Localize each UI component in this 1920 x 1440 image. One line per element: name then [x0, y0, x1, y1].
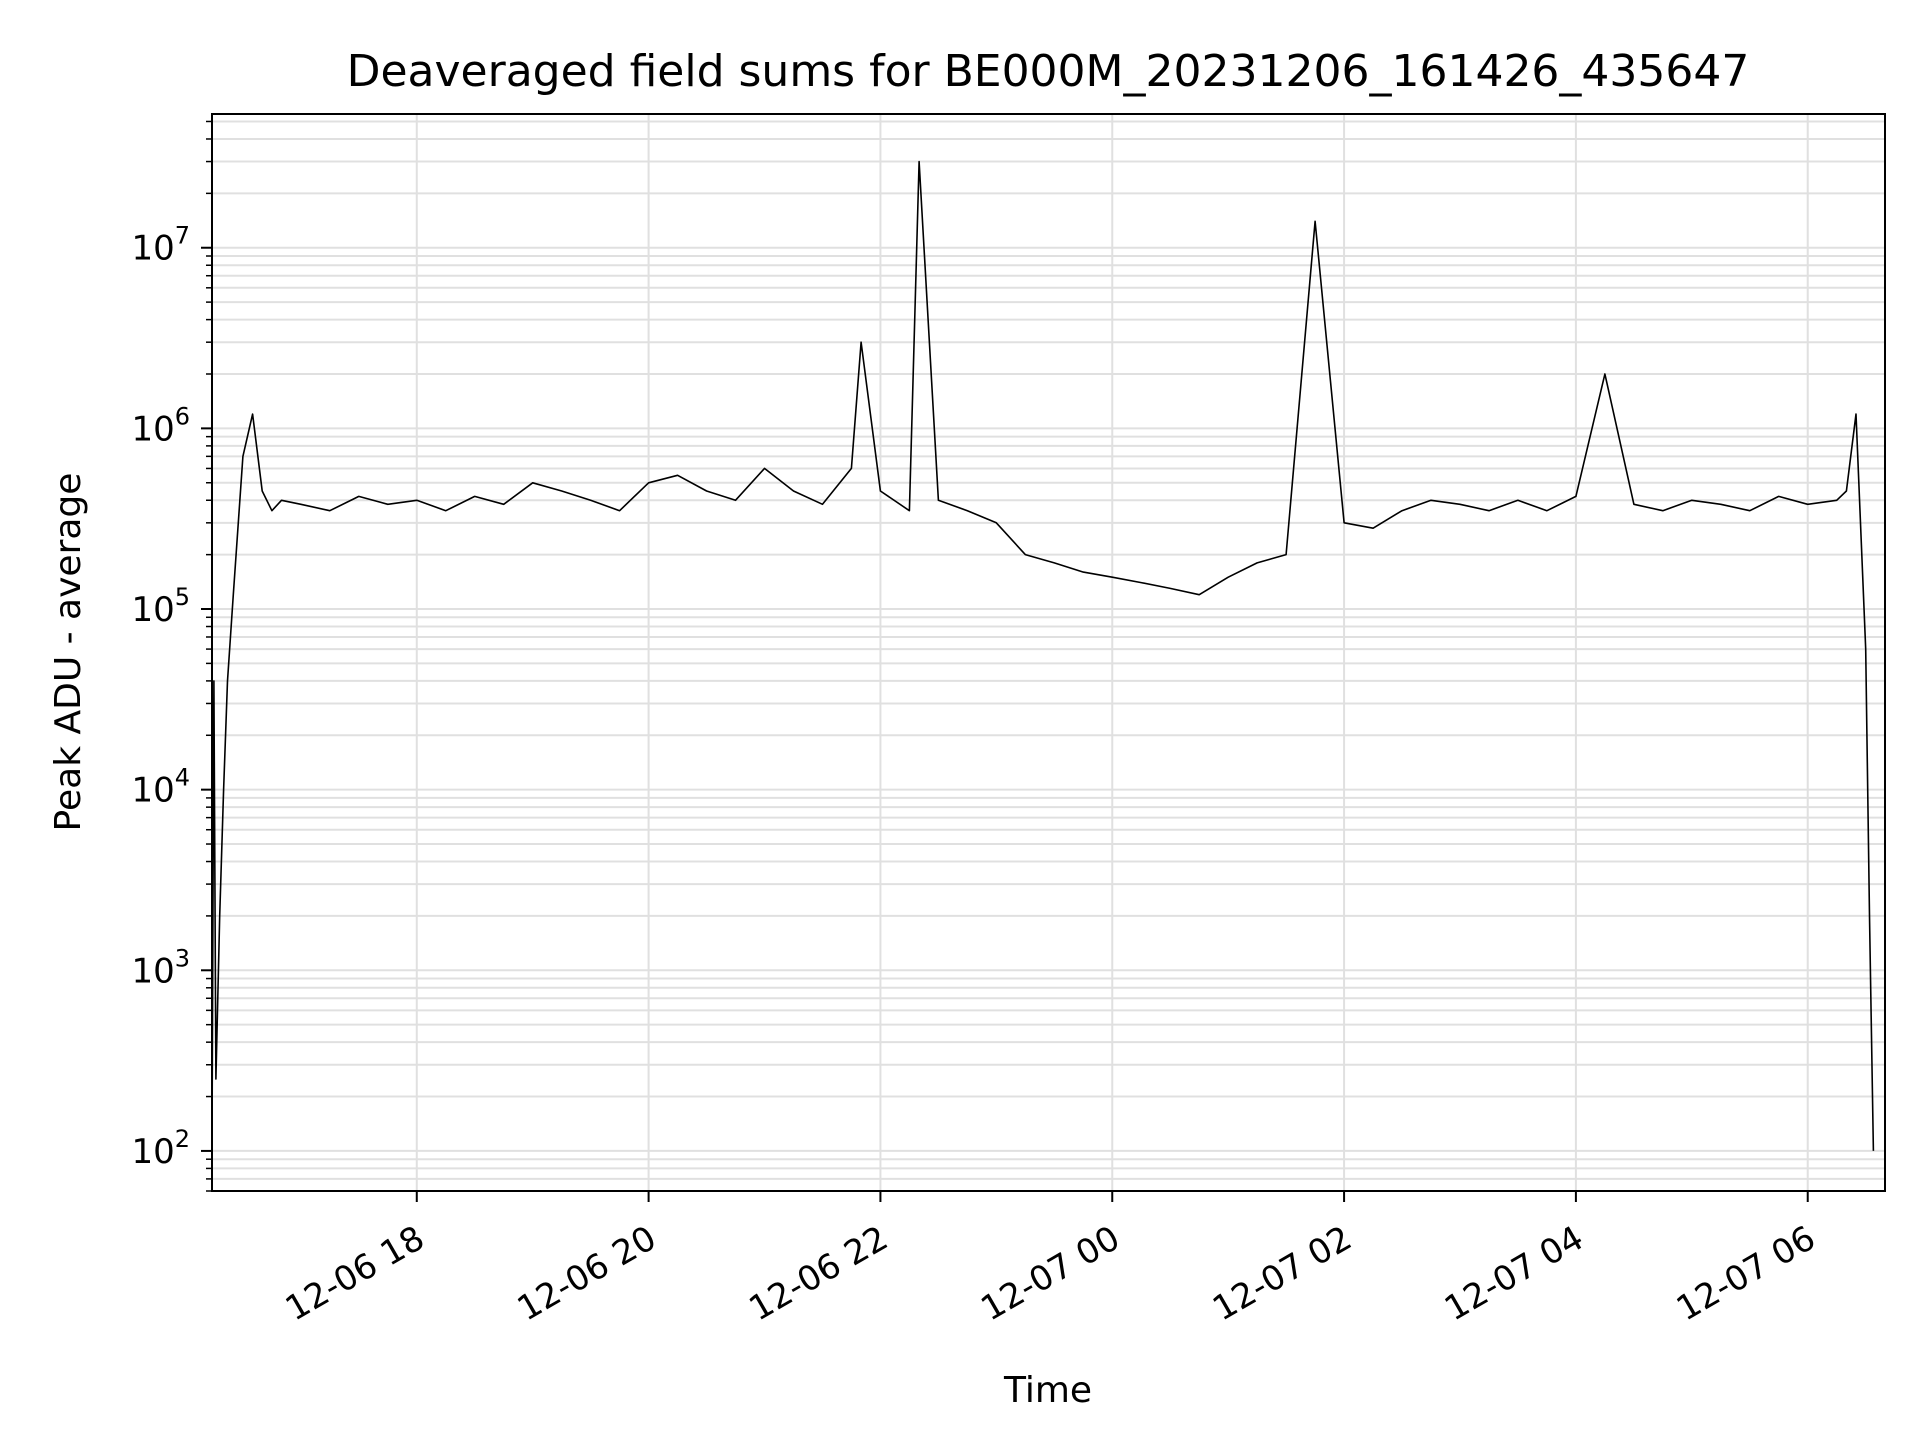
- y-tick-label: 105: [131, 583, 190, 630]
- y-tick-label-base: 10: [131, 229, 174, 269]
- y-tick-label: 102: [131, 1125, 190, 1172]
- y-tick-label-base: 10: [131, 951, 174, 991]
- y-tick-label-base: 10: [131, 590, 174, 630]
- y-tick-label: 104: [131, 764, 190, 811]
- x-axis-label: Time: [1003, 1370, 1092, 1411]
- y-tick-label: 107: [131, 222, 190, 269]
- major-gridlines: [212, 114, 1885, 1191]
- chart-title: Deaveraged field sums for BE000M_2023120…: [347, 46, 1750, 97]
- y-tick-label-exponent: 5: [175, 583, 190, 611]
- y-tick-label-exponent: 6: [175, 402, 190, 430]
- minor-gridlines: [212, 120, 1885, 1192]
- y-axis-label: Peak ADU - average: [48, 473, 89, 832]
- y-tick-label-exponent: 4: [175, 764, 190, 792]
- y-tick-label-exponent: 7: [175, 222, 190, 250]
- y-tick-label-exponent: 2: [175, 1125, 190, 1153]
- plot-frame: [211, 113, 1886, 1192]
- series-line: [211, 160, 1875, 1151]
- y-tick-label: 103: [131, 944, 190, 991]
- y-tick-label-exponent: 3: [175, 944, 190, 972]
- y-tick-label-base: 10: [131, 409, 174, 449]
- y-tick-label-base: 10: [131, 1132, 174, 1172]
- data-series: [211, 160, 1875, 1151]
- y-tick-label: 106: [131, 402, 190, 449]
- y-tick-label-base: 10: [131, 771, 174, 811]
